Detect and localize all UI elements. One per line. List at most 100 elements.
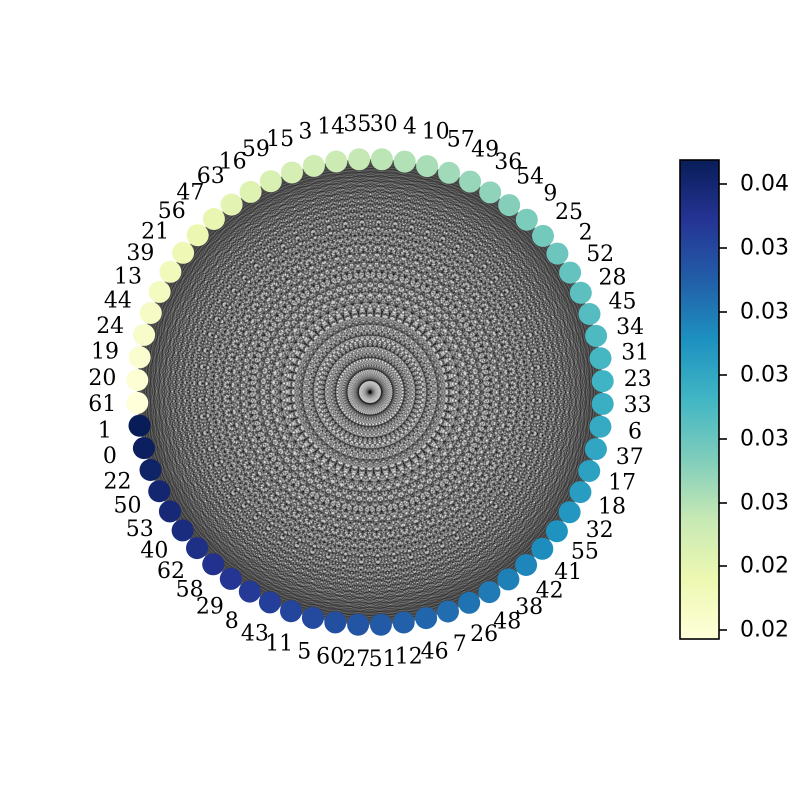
edge-39-57: [170, 172, 450, 273]
edge-33-5: [312, 403, 604, 619]
edge-34-29: [230, 335, 597, 580]
edge-39-17: [170, 271, 590, 472]
edge-18-40: [182, 491, 581, 531]
edge-44-57: [150, 172, 450, 314]
edge-19-59: [139, 180, 272, 358]
node-label-44: 44: [104, 289, 132, 314]
edge-45-42: [525, 313, 591, 566]
edge-39-45: [170, 271, 590, 315]
edge-35-41: [358, 159, 543, 550]
edge-18-7: [447, 491, 581, 612]
edge-61-14: [136, 161, 337, 404]
edge-61-51: [136, 402, 382, 626]
edge-16-0: [143, 191, 252, 449]
edge-2-45: [556, 253, 590, 315]
edge-35-51: [358, 159, 382, 625]
edge-46-40: [182, 529, 427, 619]
node-1: [128, 414, 151, 437]
edge-11-22: [150, 469, 292, 612]
edge-20-12: [136, 379, 405, 623]
edge-13-6: [159, 291, 601, 428]
node-6: [589, 415, 612, 438]
edge-16-9: [250, 191, 527, 221]
edge-56-2: [197, 234, 558, 255]
node-40: [171, 519, 194, 542]
edge-13-49: [159, 181, 471, 293]
edge-13-10: [159, 165, 428, 293]
edge-33-26: [468, 403, 604, 604]
edge-3-17: [313, 165, 590, 472]
edge-63-57: [231, 172, 450, 206]
node-60: [324, 611, 347, 634]
node-21: [172, 241, 195, 264]
edge-24-40: [143, 334, 184, 531]
edge-54-37: [508, 204, 597, 450]
edge-61-31: [137, 357, 601, 404]
edge-48-5: [312, 591, 490, 619]
edge-14-45: [336, 161, 590, 315]
edge-60-40: [182, 529, 336, 623]
edge-35-26: [358, 159, 470, 603]
edge-48-1: [139, 425, 490, 593]
edge-17-11: [290, 470, 590, 612]
edge-56-17: [197, 234, 590, 472]
edge-37-48: [488, 448, 597, 593]
edge-45-53: [169, 313, 590, 512]
node-label-60: 60: [316, 645, 344, 670]
edge-59-53: [169, 181, 272, 512]
edge-55-22: [150, 469, 557, 532]
edge-56-16: [197, 191, 251, 236]
edge-21-6: [182, 252, 601, 428]
edge-59-62: [196, 181, 272, 549]
edge-57-58: [212, 172, 450, 565]
edge-39-32: [170, 271, 570, 513]
edge-39-35: [170, 158, 360, 273]
edge-57-8: [249, 172, 450, 592]
edge-18-12: [403, 491, 581, 623]
edge-14-51: [335, 161, 382, 625]
edge-44-38: [150, 312, 509, 580]
edge-13-41: [159, 291, 543, 550]
edge-34-26: [468, 335, 597, 604]
edge-61-12: [136, 402, 405, 623]
edge-21-12: [182, 252, 405, 623]
edge-16-51: [250, 191, 382, 625]
edge-3-58: [212, 165, 315, 565]
edge-56-22: [149, 235, 199, 471]
edge-9-38: [507, 219, 528, 580]
edge-19-43: [139, 357, 271, 603]
edge-38-0: [143, 447, 509, 580]
edge-49-22: [150, 181, 471, 471]
edge-45-50: [158, 313, 590, 492]
edge-44-41: [150, 312, 543, 550]
edge-39-52: [170, 271, 571, 274]
edge-26-0: [143, 447, 470, 604]
edge-63-29: [230, 204, 233, 579]
edge-26-53: [169, 510, 470, 604]
edge-39-10: [170, 165, 428, 273]
edge-8-1: [139, 425, 251, 592]
edge-56-32: [197, 234, 570, 513]
edge-42-62: [196, 547, 527, 566]
node-12: [392, 611, 415, 634]
node-9: [515, 208, 538, 231]
node-label-8: 8: [225, 609, 239, 634]
edge-36-5: [312, 192, 491, 619]
edge-10-34: [426, 165, 597, 337]
edge-39-43: [169, 271, 271, 603]
edge-3-31: [313, 165, 601, 359]
colorbar-ticks: 0.040.030.030.030.030.030.020.02: [719, 172, 789, 643]
edge-15-36: [291, 171, 491, 193]
edge-47-18: [213, 218, 581, 493]
node-51: [369, 613, 392, 636]
edge-35-1: [139, 158, 360, 427]
edge-33-8: [249, 403, 603, 593]
edge-21-49: [182, 181, 471, 254]
node-label-30: 30: [370, 112, 398, 137]
edge-4-51: [380, 161, 406, 625]
edge-2-22: [150, 253, 558, 471]
edge-21-45: [183, 252, 590, 315]
edge-54-2: [508, 204, 558, 254]
edge-35-55: [358, 159, 558, 532]
edge-13-28: [159, 291, 581, 294]
